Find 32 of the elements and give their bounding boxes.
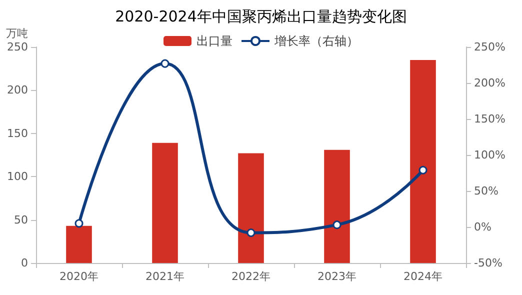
y2-tick-label: 200% [474, 76, 506, 90]
y2-tick-label: -50% [474, 256, 502, 270]
y-tick-label: 50 [14, 213, 28, 226]
bar [66, 226, 92, 263]
x-tick-label: 2022年 [232, 270, 270, 283]
legend-label: 出口量 [196, 34, 232, 48]
y-tick-label: 200 [7, 84, 28, 97]
bar [324, 150, 350, 263]
point [332, 220, 342, 230]
y2-tick-label: 100% [474, 148, 506, 162]
bar [152, 142, 178, 263]
chart-title: 2020-2024年中国聚丙烯出口量趋势变化图 [115, 8, 407, 26]
y-tick-label: 0 [21, 256, 28, 270]
y2-tick-label: 50% [474, 184, 498, 198]
point [160, 59, 170, 68]
point [74, 219, 84, 228]
bar [238, 153, 264, 263]
bar [410, 60, 436, 263]
y-axis-title: 万吨 [6, 27, 28, 40]
x-tick-label: 2024年 [404, 270, 442, 283]
point [246, 228, 256, 238]
y2-tick-label: 150% [474, 112, 506, 126]
y-tick-label: 250 [7, 40, 28, 54]
y2-tick-label: 0% [474, 220, 492, 234]
y-tick-label: 100 [7, 170, 28, 184]
legend-label: 增长率（右轴） [274, 34, 358, 48]
y2-tick-label: 250% [474, 40, 506, 54]
x-tick-label: 2021年 [146, 270, 184, 283]
y-tick-label: 150 [7, 126, 28, 140]
x-tick-label: 2023年 [318, 270, 356, 283]
x-tick-label: 2020年 [60, 270, 98, 283]
point [418, 166, 428, 174]
